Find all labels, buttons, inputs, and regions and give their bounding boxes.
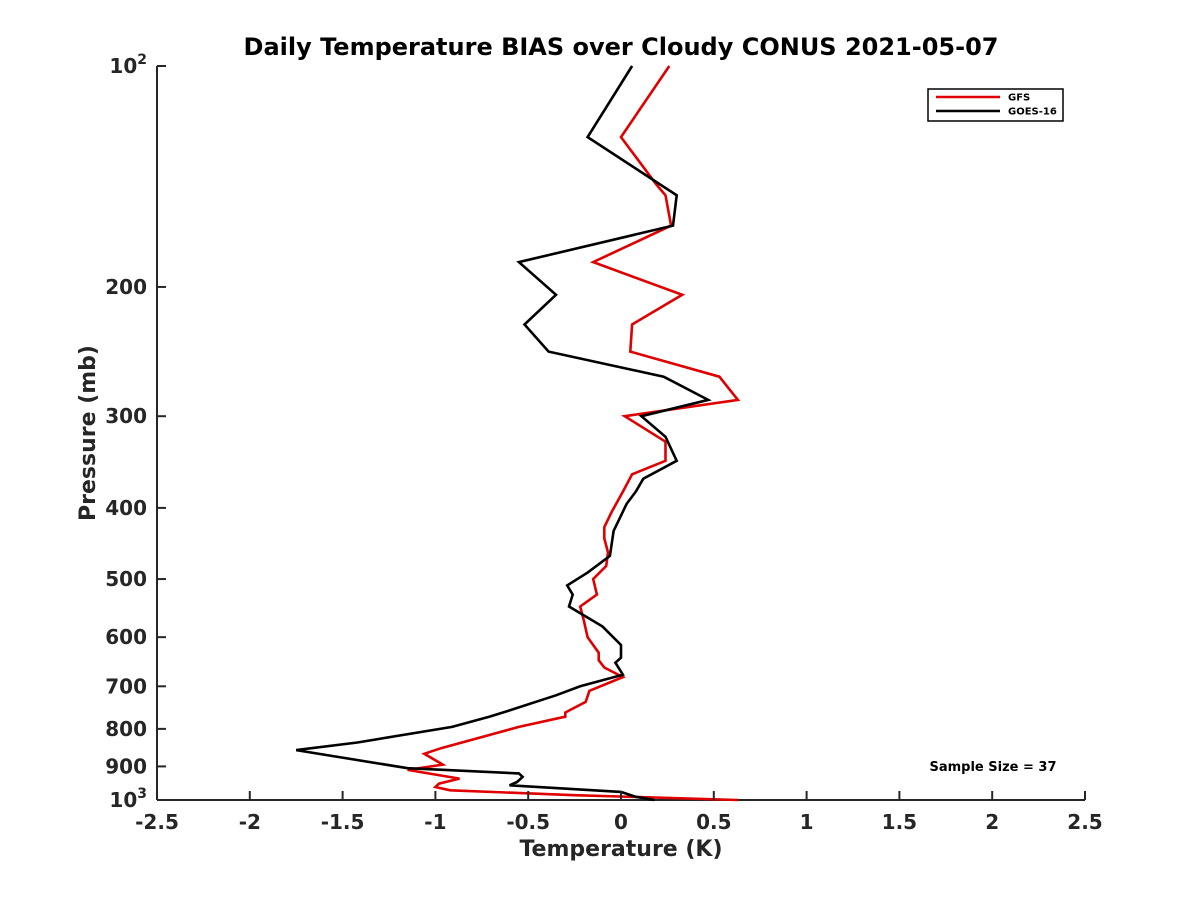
y-tick-label: 200 <box>105 275 147 299</box>
x-tick-label: 2 <box>985 810 999 834</box>
series-line-goes-16 <box>295 65 712 802</box>
y-tick-label: 400 <box>105 496 147 520</box>
x-tick-label: -1 <box>424 810 446 834</box>
x-tick-label: -0.5 <box>506 810 550 834</box>
x-tick-label: -2.5 <box>135 810 179 834</box>
legend-box <box>927 88 1064 122</box>
y-tick-label: 103 <box>109 786 147 812</box>
series-layer <box>295 65 741 802</box>
x-axis-ticks: -2.5 -2 -1.5 -1 -0.5 0 0.5 1 1.5 2 2.5 <box>135 791 1103 834</box>
y-tick-label: 500 <box>105 567 147 591</box>
x-tick-label: 1 <box>800 810 814 834</box>
y-axis-ticks: 102 200 300 400 500 600 700 800 900 103 <box>105 52 166 812</box>
x-tick-label: 2.5 <box>1067 810 1102 834</box>
y-tick-label: 600 <box>105 625 147 649</box>
x-axis-label: Temperature (K) <box>519 837 722 862</box>
y-tick-label: 900 <box>105 754 147 778</box>
legend-label-gfs: GFS <box>1008 93 1030 104</box>
x-tick-label: -2 <box>239 810 261 834</box>
y-axis-label: Pressure (mb) <box>76 345 101 521</box>
y-tick-label: 800 <box>105 717 147 741</box>
sample-size-annotation: Sample Size = 37 <box>929 760 1056 775</box>
y-tick-label: 700 <box>105 674 147 698</box>
y-tick-label: 300 <box>105 404 147 428</box>
x-tick-label: -1.5 <box>321 810 365 834</box>
x-tick-label: 1.5 <box>882 810 917 834</box>
x-tick-label: 0 <box>614 810 628 834</box>
y-tick-label: 102 <box>109 52 147 78</box>
plot-area <box>156 66 1085 801</box>
legend: GFS GOES-16 <box>927 88 1064 122</box>
chart-title: Daily Temperature BIAS over Cloudy CONUS… <box>244 33 999 61</box>
series-line-gfs <box>407 65 741 802</box>
x-tick-label: 0.5 <box>696 810 731 834</box>
legend-label-goes-16: GOES-16 <box>1008 107 1057 118</box>
